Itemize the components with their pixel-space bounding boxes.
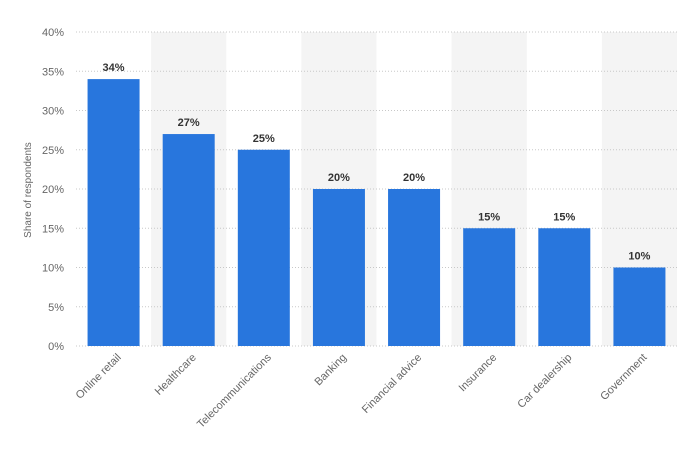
x-tick-label: Telecommunications: [195, 351, 274, 430]
data-label: 20%: [403, 172, 425, 184]
x-axis-labels: Online retail HealthcareTelecommunication…: [74, 351, 650, 430]
y-tick-label: 20%: [42, 184, 64, 196]
data-label: 25%: [253, 133, 275, 145]
y-tick-label: 40%: [42, 27, 64, 39]
x-tick-label: Banking: [312, 352, 349, 389]
data-labels: 34% 27% 25% 20% 20% 15% 15% 10%: [103, 62, 651, 262]
bar: [87, 79, 140, 346]
data-label: 20%: [328, 172, 350, 184]
y-tick-label: 10%: [42, 263, 64, 275]
x-tick-label: Online retail: [74, 352, 124, 402]
y-tick-label: 25%: [42, 145, 64, 157]
bar: [388, 189, 441, 346]
bars: [87, 79, 666, 346]
y-tick-label: 15%: [42, 223, 64, 235]
bar: [538, 228, 591, 346]
bar: [237, 149, 290, 346]
bar: [463, 228, 516, 346]
y-axis-title: Share of respondents: [23, 142, 34, 238]
x-tick-label: Insurance: [457, 352, 500, 395]
data-label: 27%: [178, 117, 200, 129]
x-tick-label: Healthcare: [153, 352, 199, 398]
data-label: 10%: [628, 251, 650, 263]
y-tick-label: 30%: [42, 106, 64, 118]
bar: [162, 134, 215, 346]
x-tick-label: Financial advice: [360, 352, 424, 416]
y-tick-label: 5%: [48, 302, 64, 314]
y-axis-ticks: 0% 5% 10% 15% 20% 25% 30% 35% 40%: [42, 27, 64, 353]
y-tick-label: 35%: [42, 66, 64, 78]
data-label: 15%: [553, 211, 575, 223]
y-tick-label: 0%: [48, 341, 64, 353]
data-label: 15%: [478, 211, 500, 223]
gridlines: [76, 31, 677, 347]
x-tick-label: Car dealership: [515, 352, 574, 411]
data-label: 34%: [103, 62, 125, 74]
x-tick-label: Government: [598, 352, 649, 403]
bar: [312, 189, 365, 346]
bar: [613, 267, 666, 346]
